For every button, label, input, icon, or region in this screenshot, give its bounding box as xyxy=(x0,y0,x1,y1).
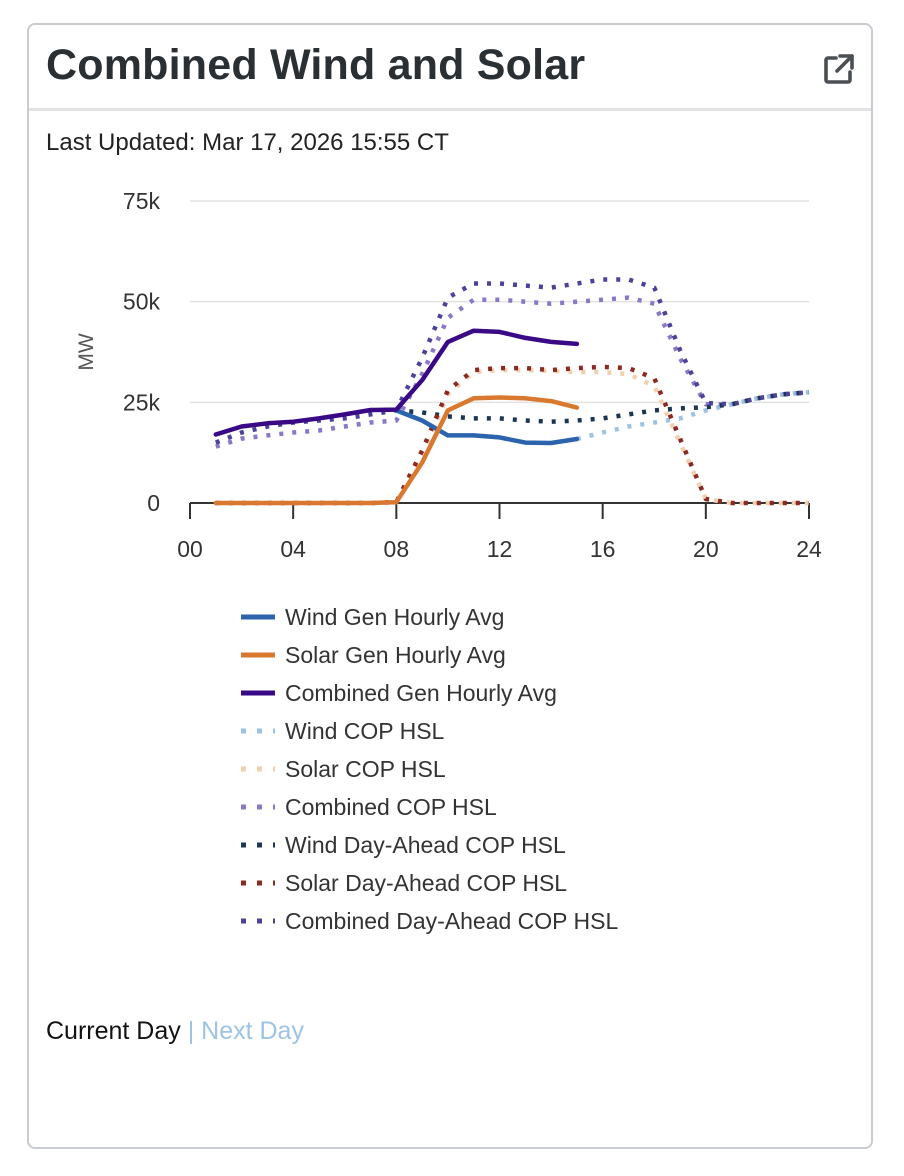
series-line-1 xyxy=(394,408,580,446)
current-day-link[interactable]: Current Day xyxy=(46,1017,181,1045)
y-axis-label: MW xyxy=(75,333,98,370)
legend-item-label: Solar Day-Ahead COP HSL xyxy=(285,870,567,896)
x-tick-label: 12 xyxy=(487,536,513,562)
y-tick-label: 75k xyxy=(123,188,161,214)
external-link-icon[interactable] xyxy=(821,51,857,87)
x-tick-label: 00 xyxy=(177,536,203,562)
series-line-8 xyxy=(215,364,809,506)
legend-item-label: Wind COP HSL xyxy=(285,718,445,744)
day-navigation: Current Day | Next Day xyxy=(46,1017,304,1046)
generation-line-chart: 0 25k 50k 75k 00 04 08 12 16 20 24 MW Wind Gen Hourl… xyxy=(75,188,822,934)
day-nav-separator: | xyxy=(180,1017,202,1045)
legend-item-label: Solar Gen Hourly Avg xyxy=(285,642,506,668)
next-day-link[interactable]: Next Day xyxy=(201,1017,304,1045)
legend-item-label: Wind Day-Ahead COP HSL xyxy=(285,832,566,858)
card-header: Combined Wind and Solar xyxy=(29,25,871,111)
y-tick-label: 0 xyxy=(147,490,160,516)
x-tick-label: 08 xyxy=(384,536,410,562)
legend-item-label: Solar COP HSL xyxy=(285,756,446,782)
legend-item-label: Wind Gen Hourly Avg xyxy=(285,604,504,630)
x-tick-label: 20 xyxy=(693,536,719,562)
last-updated-text: Last Updated: Mar 17, 2026 15:55 CT xyxy=(46,129,449,156)
x-tick-label: 04 xyxy=(280,536,306,562)
x-tick-label: 16 xyxy=(590,536,616,562)
legend-item-label: Combined COP HSL xyxy=(285,794,497,820)
legend-item-label: Combined Day-Ahead COP HSL xyxy=(285,908,618,934)
x-tick-label: 24 xyxy=(796,536,822,562)
card-title: Combined Wind and Solar xyxy=(46,41,586,89)
series-line-5 xyxy=(215,367,809,506)
series-line-3 xyxy=(213,328,580,437)
legend-item-label: Combined Gen Hourly Avg xyxy=(285,680,557,706)
y-tick-label: 50k xyxy=(123,289,161,315)
series-line-9 xyxy=(214,277,810,445)
series-line-6 xyxy=(215,295,810,449)
combined-wind-solar-card: Combined Wind and Solar Last Updated: Ma… xyxy=(27,23,873,1149)
series-line-2 xyxy=(213,395,580,506)
y-tick-label: 25k xyxy=(123,389,161,415)
series-line-4 xyxy=(576,390,810,442)
